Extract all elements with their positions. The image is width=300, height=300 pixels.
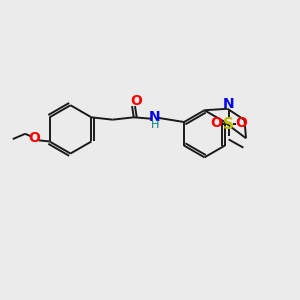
Text: N: N: [149, 110, 161, 124]
Text: O: O: [130, 94, 142, 108]
Text: O: O: [235, 116, 247, 130]
Text: N: N: [223, 97, 234, 111]
Text: H: H: [151, 120, 159, 130]
Text: O: O: [210, 116, 222, 130]
Text: O: O: [28, 131, 40, 145]
Text: S: S: [223, 117, 234, 132]
